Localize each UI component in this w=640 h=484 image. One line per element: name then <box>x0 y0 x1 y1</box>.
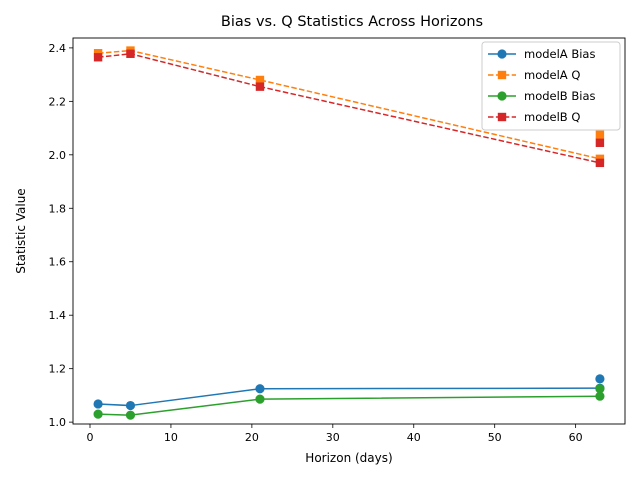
data-point-modelb-bias <box>255 394 265 404</box>
data-point-modela-q <box>255 75 265 85</box>
legend-swatch-marker <box>497 91 507 101</box>
legend-item-modelb-q: modelB Q <box>488 110 580 124</box>
x-tick-label: 20 <box>245 431 259 444</box>
data-point-modelb-bias <box>93 409 103 419</box>
y-tick-label: 1.4 <box>49 309 67 322</box>
y-axis-ticks: 1.0 1.2 1.4 1.6 1.8 2.0 2.2 2.4 <box>49 42 73 429</box>
y-tick-label: 1.8 <box>49 202 67 215</box>
data-point-modelb-q <box>255 82 265 91</box>
legend-swatch-marker <box>497 112 507 122</box>
y-tick-label: 1.2 <box>49 363 67 376</box>
data-point-modelb-q <box>595 158 605 168</box>
series-line-modela-q <box>98 49 601 160</box>
data-point-modelb-bias <box>595 384 605 394</box>
legend-box <box>481 41 621 131</box>
data-point-modela-bias <box>255 384 265 394</box>
x-axis-ticks: 0 10 20 30 40 50 60 <box>86 424 583 444</box>
axes-frame <box>72 37 626 425</box>
legend-label: modelA Bias <box>524 47 595 61</box>
legend-label: modelA Q <box>524 68 580 82</box>
x-tick-label: 10 <box>164 431 178 444</box>
legend-item-modela-q: modelA Q <box>488 68 580 82</box>
series-modelb-bias <box>93 384 605 420</box>
x-tick-label: 30 <box>326 431 340 444</box>
data-point-modelb-q <box>595 138 605 147</box>
x-tick-label: 50 <box>488 431 502 444</box>
data-point-modela-bias <box>595 374 605 384</box>
legend-label: modelB Bias <box>524 89 595 103</box>
legend-item-modelb-bias: modelB Bias <box>488 89 595 103</box>
y-tick-label: 2.0 <box>49 149 67 162</box>
series-line-modela-bias <box>98 387 600 407</box>
legend-item-modela-bias: modelA Bias <box>488 47 595 61</box>
series-modelb-q <box>93 49 605 168</box>
y-tick-label: 1.6 <box>49 256 67 269</box>
y-tick-label: 2.4 <box>49 42 67 55</box>
y-tick-label: 2.2 <box>49 95 67 108</box>
data-point-modelb-bias <box>125 410 136 420</box>
x-tick-label: 40 <box>407 431 421 444</box>
data-point-modelb-q <box>126 49 135 58</box>
chart-title: Bias vs. Q Statistics Across Horizons <box>221 14 483 30</box>
series-line-modelb-bias <box>98 395 600 416</box>
data-point-modelb-bias <box>595 391 605 401</box>
y-tick-label: 1.0 <box>49 416 67 429</box>
legend: modelA Bias modelA Q modelB Bias modelB Q <box>481 41 621 131</box>
legend-label: modelB Q <box>524 110 580 124</box>
y-axis-label: Statistic Value <box>14 188 28 273</box>
legend-swatch-marker <box>497 49 507 59</box>
x-tick-label: 60 <box>569 431 583 444</box>
data-point-modelb-q <box>93 53 103 62</box>
data-point-modela-bias <box>125 400 136 411</box>
plot-area <box>93 46 605 420</box>
data-point-modela-q <box>595 130 605 139</box>
x-axis-label: Horizon (days) <box>305 451 392 465</box>
series-line-modelb-q <box>98 53 601 164</box>
x-tick-label: 0 <box>86 431 93 444</box>
data-point-modela-bias <box>93 399 103 409</box>
legend-swatch-marker <box>497 70 507 80</box>
